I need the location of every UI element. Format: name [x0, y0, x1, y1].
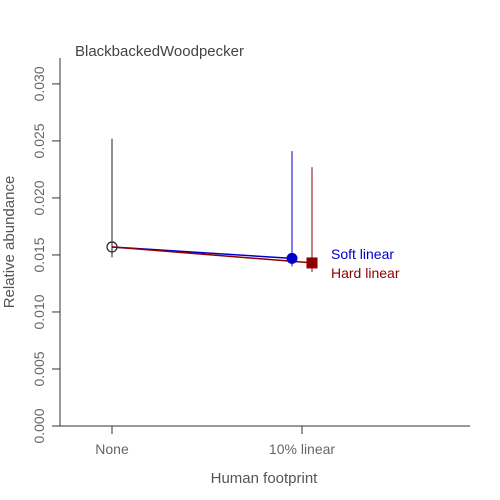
- x-tick-label: None: [95, 441, 129, 457]
- chart-title: BlackbackedWoodpecker: [75, 43, 244, 60]
- y-tick-label: 0.025: [31, 123, 47, 158]
- y-tick-label: 0.015: [31, 237, 47, 272]
- series-label: Hard linear: [331, 265, 400, 281]
- y-tick-label: 0.020: [31, 180, 47, 215]
- y-axis-label: Relative abundance: [1, 176, 18, 309]
- y-tick-label: 0.000: [31, 408, 47, 443]
- series-line: [111, 246, 313, 264]
- series-label: Soft linear: [331, 246, 394, 262]
- y-tick-label: 0.005: [31, 351, 47, 386]
- x-tick-label: 10% linear: [269, 441, 335, 457]
- data-point-hard-linear: [306, 257, 318, 269]
- x-ticks: None 10% linear: [95, 426, 335, 457]
- y-tick-label: 0.030: [31, 66, 47, 101]
- y-tick-label: 0.010: [31, 294, 47, 329]
- reference-point: [106, 241, 118, 253]
- y-ticks: 0.000 0.005 0.010 0.015 0.020 0.025 0.030: [31, 66, 60, 444]
- plot-area: Soft linear Hard linear: [106, 138, 400, 281]
- x-axis-label: Human footprint: [211, 470, 319, 487]
- data-point-soft-linear: [286, 252, 298, 264]
